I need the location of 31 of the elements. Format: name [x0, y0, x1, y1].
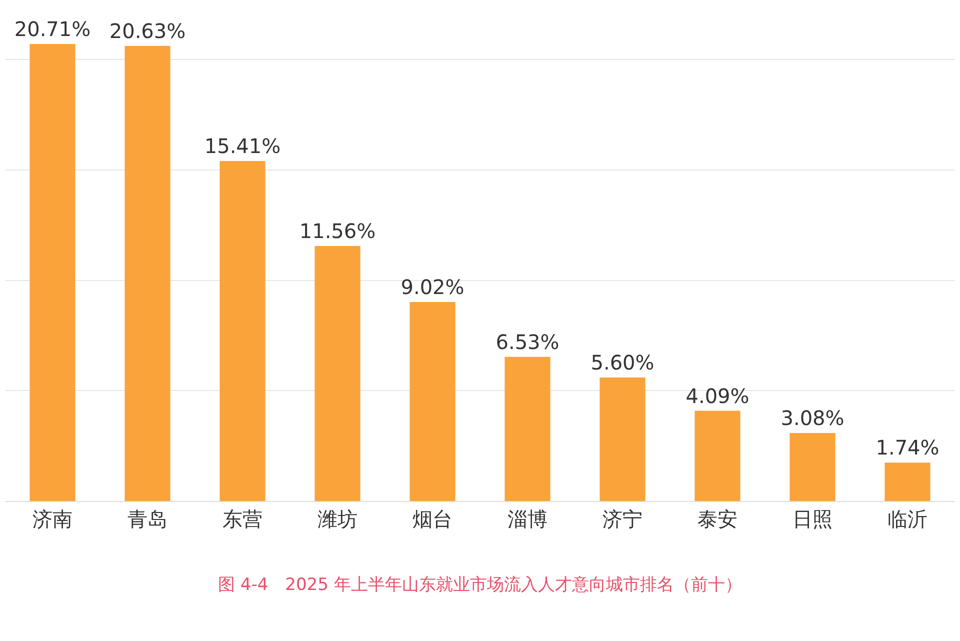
data-label: 20.63%: [109, 18, 186, 43]
data-label: 1.74%: [876, 436, 940, 460]
x-tick-label: 东营: [222, 507, 262, 531]
x-tick-label: 日照: [792, 507, 832, 531]
x-tick-label: 烟台: [412, 507, 452, 531]
bar: [124, 46, 170, 501]
bar: [600, 377, 646, 501]
x-tick-label: 济南: [32, 507, 72, 531]
caption: 图 4-4 2025 年上半年山东就业市场流入人才意向城市排名（前十）: [218, 575, 742, 595]
x-tick-label: 潍坊: [318, 507, 358, 531]
bar: [220, 160, 266, 501]
bar: [504, 356, 550, 501]
data-label: 11.56%: [299, 218, 376, 243]
bar: [884, 462, 930, 501]
bar: [410, 302, 456, 501]
data-label: 9.02%: [400, 274, 464, 299]
bar: [694, 410, 740, 501]
x-tick-label: 济宁: [602, 507, 642, 531]
data-label: 15.41%: [204, 134, 281, 158]
x-tick-label: 青岛: [128, 507, 168, 531]
bar: [314, 246, 360, 501]
data-label: 4.09%: [686, 384, 750, 408]
data-label: 6.53%: [496, 330, 560, 354]
data-label: 5.60%: [590, 350, 654, 374]
bar: [30, 44, 76, 501]
data-label: 3.08%: [780, 406, 844, 430]
data-label: 20.71%: [14, 17, 91, 42]
x-tick-label: 泰安: [698, 507, 738, 531]
bar: [790, 433, 836, 501]
x-tick-label: 淄博: [508, 507, 548, 531]
x-tick-label: 临沂: [888, 507, 928, 531]
